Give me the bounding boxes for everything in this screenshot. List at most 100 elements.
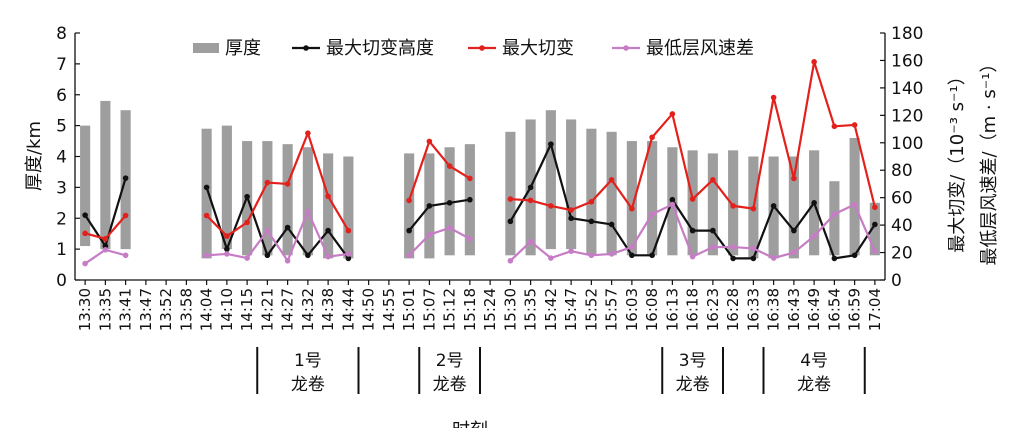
x-tick-label: 15:01	[400, 288, 418, 331]
series-1-point	[406, 227, 412, 234]
right-tick-label: 180	[891, 24, 923, 44]
series-2-point	[851, 122, 858, 128]
series-2-point	[568, 207, 574, 213]
series-1-point	[264, 252, 271, 259]
x-tick-label: 14:55	[380, 288, 398, 331]
series-3-line	[206, 210, 349, 262]
x-tick-label: 15:24	[481, 288, 499, 331]
series-1-point	[568, 215, 574, 222]
series-1-line	[408, 198, 471, 232]
thickness-bar	[869, 202, 880, 256]
x-tick-label: 15:12	[441, 288, 459, 331]
right-tick-label: 80	[891, 161, 913, 181]
thickness-bar	[505, 131, 516, 256]
x-tick-label: 14:38	[319, 288, 337, 331]
series-3-point	[507, 257, 514, 264]
x-tick-label: 16:43	[785, 288, 803, 331]
x-tick-label: 14:44	[339, 288, 357, 331]
legend-label-series-1: 最大切变高度	[326, 38, 434, 59]
x-tick-label: 16:23	[704, 288, 722, 331]
series-3-point	[851, 201, 858, 208]
series-3-point	[872, 248, 878, 254]
x-tick-label: 16:33	[744, 288, 762, 331]
series-1-point	[284, 224, 291, 231]
right-axis-title-2: 最低层风速差/（m · s⁻¹）	[979, 55, 1000, 266]
series-3-point	[649, 211, 655, 217]
x-axis-title: 时刻	[452, 420, 488, 428]
series-3-point	[750, 245, 757, 252]
x-tick-label: 16:18	[684, 288, 702, 331]
x-tick-label: 15:52	[582, 288, 600, 331]
series-3-point	[669, 201, 676, 208]
series-2-point	[102, 236, 109, 242]
series-2-point	[710, 177, 716, 183]
thickness-bar	[647, 141, 658, 256]
series-3-point	[325, 253, 331, 260]
x-tick-label: 16:38	[765, 288, 783, 331]
series-2-point	[345, 227, 352, 234]
right-tick-label: 0	[891, 271, 902, 291]
series-2-point	[730, 203, 736, 209]
series-3-point	[345, 251, 352, 257]
series-2-point	[791, 175, 797, 182]
series-2-point	[284, 181, 291, 187]
x-tick-label: 13:35	[96, 288, 114, 331]
right-tick-label: 100	[891, 134, 923, 154]
series-3-point	[284, 257, 291, 264]
series-3-point	[122, 252, 129, 259]
series-2-point	[244, 219, 250, 226]
thickness-bar	[687, 150, 698, 256]
series-2-point	[527, 197, 534, 204]
series-3-point	[730, 244, 736, 250]
x-tick-label: 17:04	[866, 288, 884, 331]
thickness-bar	[201, 128, 212, 259]
x-tick-label: 14:10	[218, 288, 236, 331]
series-3-point	[710, 244, 716, 250]
series-3-point	[689, 253, 696, 260]
series-1-point	[588, 218, 595, 225]
legend-swatch-thickness	[193, 43, 219, 53]
series-3-point	[791, 249, 797, 256]
series-2-point	[770, 94, 777, 101]
thickness-bar	[221, 125, 232, 250]
series-1-point	[122, 175, 129, 181]
series-2-point	[608, 177, 615, 183]
series-2-point	[305, 130, 311, 136]
series-1-point	[244, 193, 250, 200]
series-3-point	[244, 255, 250, 261]
series-1-point	[305, 252, 311, 259]
series-1-point	[649, 252, 655, 259]
series-1-point	[831, 255, 838, 262]
series-2-point	[548, 203, 554, 209]
group-4-label-line1: 4号	[800, 351, 828, 371]
series-2-line	[205, 132, 350, 238]
legend: 厚度 最大切变高度 最大切变 最低层风速差	[193, 38, 754, 59]
series-1-point	[851, 252, 858, 259]
legend-label-thickness: 厚度	[225, 38, 261, 59]
series-1-point	[527, 184, 534, 191]
series-1-point	[750, 255, 757, 262]
thickness-bar	[282, 144, 293, 256]
series-2-point	[831, 123, 838, 130]
series-1-point	[82, 212, 88, 218]
series-3-point	[203, 252, 210, 259]
thickness-bar	[829, 181, 840, 256]
group-3-label-line2: 龙卷	[676, 375, 710, 395]
right-tick-label: 60	[891, 189, 913, 209]
series-1-point	[770, 203, 777, 209]
series-3-point	[305, 208, 311, 215]
group-2-label-line1: 2号	[436, 351, 464, 371]
series-3-point	[811, 233, 817, 239]
series-1-point	[791, 227, 797, 234]
x-tick-label: 14:04	[198, 288, 216, 331]
series-2-point	[669, 111, 676, 117]
series-3-point	[224, 251, 230, 257]
x-tick-label: 14:27	[279, 288, 297, 331]
series-2-point	[122, 212, 129, 219]
series-3-point	[568, 248, 574, 254]
left-tick-label: 6	[56, 86, 67, 106]
thickness-bars	[80, 100, 880, 259]
x-tick-label: 16:59	[846, 288, 864, 331]
